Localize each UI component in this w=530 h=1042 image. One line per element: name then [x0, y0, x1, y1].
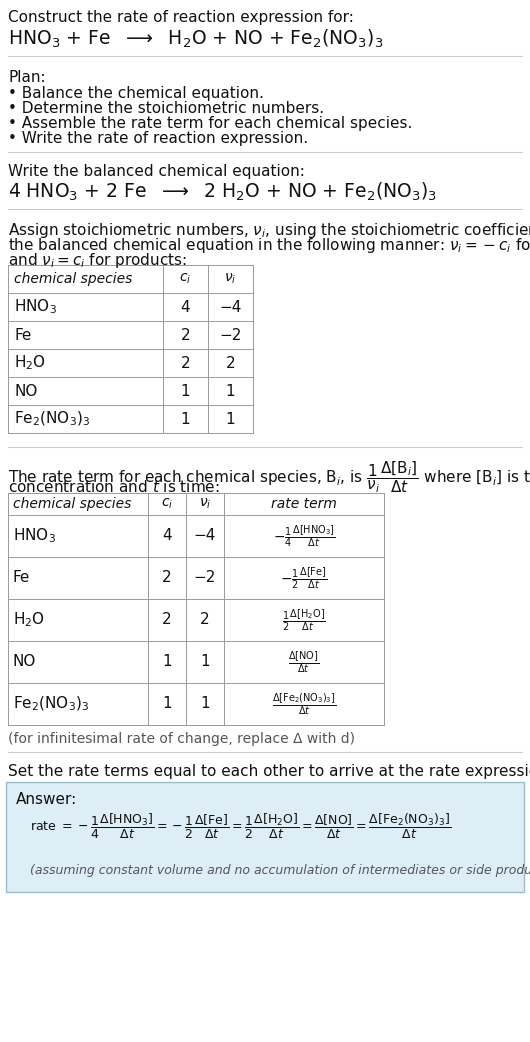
Text: 1: 1: [200, 696, 210, 712]
Text: −4: −4: [219, 299, 242, 315]
Text: −4: −4: [194, 528, 216, 544]
Text: H$_2$O: H$_2$O: [14, 353, 46, 372]
Text: HNO$_3$: HNO$_3$: [13, 526, 56, 545]
Text: HNO$_3$: HNO$_3$: [14, 298, 57, 317]
Text: $c_i$: $c_i$: [161, 497, 173, 512]
Text: 4 HNO$_3$ + 2 Fe  $\longrightarrow$  2 H$_2$O + NO + Fe$_2$(NO$_3$)$_3$: 4 HNO$_3$ + 2 Fe $\longrightarrow$ 2 H$_…: [8, 181, 437, 203]
Text: (assuming constant volume and no accumulation of intermediates or side products): (assuming constant volume and no accumul…: [30, 864, 530, 877]
Text: • Assemble the rate term for each chemical species.: • Assemble the rate term for each chemic…: [8, 116, 412, 131]
Text: • Balance the chemical equation.: • Balance the chemical equation.: [8, 86, 264, 101]
Text: −2: −2: [219, 327, 242, 343]
Text: 4: 4: [162, 528, 172, 544]
Text: concentration and $t$ is time:: concentration and $t$ is time:: [8, 479, 220, 495]
Text: Fe$_2$(NO$_3$)$_3$: Fe$_2$(NO$_3$)$_3$: [13, 695, 89, 713]
Text: $\frac{\Delta[\mathrm{NO}]}{\Delta t}$: $\frac{\Delta[\mathrm{NO}]}{\Delta t}$: [288, 649, 320, 675]
Text: 2: 2: [181, 355, 190, 371]
Text: • Write the rate of reaction expression.: • Write the rate of reaction expression.: [8, 131, 308, 146]
Text: −2: −2: [194, 571, 216, 586]
Text: Fe: Fe: [13, 571, 30, 586]
Text: chemical species: chemical species: [13, 497, 131, 511]
Text: H$_2$O: H$_2$O: [13, 611, 45, 629]
Text: $-\frac{1}{4}\frac{\Delta[\mathrm{HNO_3}]}{\Delta t}$: $-\frac{1}{4}\frac{\Delta[\mathrm{HNO_3}…: [272, 523, 335, 549]
Text: 1: 1: [200, 654, 210, 670]
FancyBboxPatch shape: [6, 782, 524, 892]
Text: 2: 2: [181, 327, 190, 343]
Text: rate $= -\dfrac{1}{4}\dfrac{\Delta[\mathrm{HNO_3}]}{\Delta t} = -\dfrac{1}{2}\df: rate $= -\dfrac{1}{4}\dfrac{\Delta[\math…: [30, 812, 451, 841]
Text: $\nu_i$: $\nu_i$: [224, 272, 237, 287]
Text: HNO$_3$ + Fe  $\longrightarrow$  H$_2$O + NO + Fe$_2$(NO$_3$)$_3$: HNO$_3$ + Fe $\longrightarrow$ H$_2$O + …: [8, 28, 383, 50]
Text: $c_i$: $c_i$: [179, 272, 192, 287]
Text: 1: 1: [226, 383, 235, 398]
Text: Plan:: Plan:: [8, 70, 46, 85]
Text: Set the rate terms equal to each other to arrive at the rate expression:: Set the rate terms equal to each other t…: [8, 764, 530, 779]
Text: 1: 1: [162, 654, 172, 670]
Text: $-\frac{1}{2}\frac{\Delta[\mathrm{Fe}]}{\Delta t}$: $-\frac{1}{2}\frac{\Delta[\mathrm{Fe}]}{…: [280, 565, 328, 591]
Text: Fe: Fe: [14, 327, 31, 343]
Text: $\frac{\Delta[\mathrm{Fe_2(NO_3)_3}]}{\Delta t}$: $\frac{\Delta[\mathrm{Fe_2(NO_3)_3}]}{\D…: [272, 691, 336, 717]
Text: $\frac{1}{2}\frac{\Delta[\mathrm{H_2O}]}{\Delta t}$: $\frac{1}{2}\frac{\Delta[\mathrm{H_2O}]}…: [282, 607, 326, 632]
Text: the balanced chemical equation in the following manner: $\nu_i = -c_i$ for react: the balanced chemical equation in the fo…: [8, 235, 530, 255]
Text: (for infinitesimal rate of change, replace Δ with d): (for infinitesimal rate of change, repla…: [8, 731, 355, 746]
Text: Fe$_2$(NO$_3$)$_3$: Fe$_2$(NO$_3$)$_3$: [14, 410, 90, 428]
Text: and $\nu_i = c_i$ for products:: and $\nu_i = c_i$ for products:: [8, 251, 187, 270]
Text: Answer:: Answer:: [16, 792, 77, 807]
Text: NO: NO: [14, 383, 38, 398]
Text: Write the balanced chemical equation:: Write the balanced chemical equation:: [8, 164, 305, 179]
Text: 2: 2: [200, 613, 210, 627]
Text: 1: 1: [181, 412, 190, 426]
Text: chemical species: chemical species: [14, 272, 132, 286]
Text: 1: 1: [162, 696, 172, 712]
Text: 2: 2: [162, 613, 172, 627]
Text: • Determine the stoichiometric numbers.: • Determine the stoichiometric numbers.: [8, 101, 324, 116]
Text: 1: 1: [226, 412, 235, 426]
Text: 2: 2: [162, 571, 172, 586]
Text: rate term: rate term: [271, 497, 337, 511]
Text: 4: 4: [181, 299, 190, 315]
Text: Construct the rate of reaction expression for:: Construct the rate of reaction expressio…: [8, 10, 354, 25]
Text: NO: NO: [13, 654, 37, 670]
Text: 2: 2: [226, 355, 235, 371]
Text: Assign stoichiometric numbers, $\nu_i$, using the stoichiometric coefficients, $: Assign stoichiometric numbers, $\nu_i$, …: [8, 221, 530, 240]
Text: $\nu_i$: $\nu_i$: [199, 497, 211, 512]
Text: The rate term for each chemical species, B$_i$, is $\dfrac{1}{\nu_i}\dfrac{\Delt: The rate term for each chemical species,…: [8, 458, 530, 495]
Text: 1: 1: [181, 383, 190, 398]
